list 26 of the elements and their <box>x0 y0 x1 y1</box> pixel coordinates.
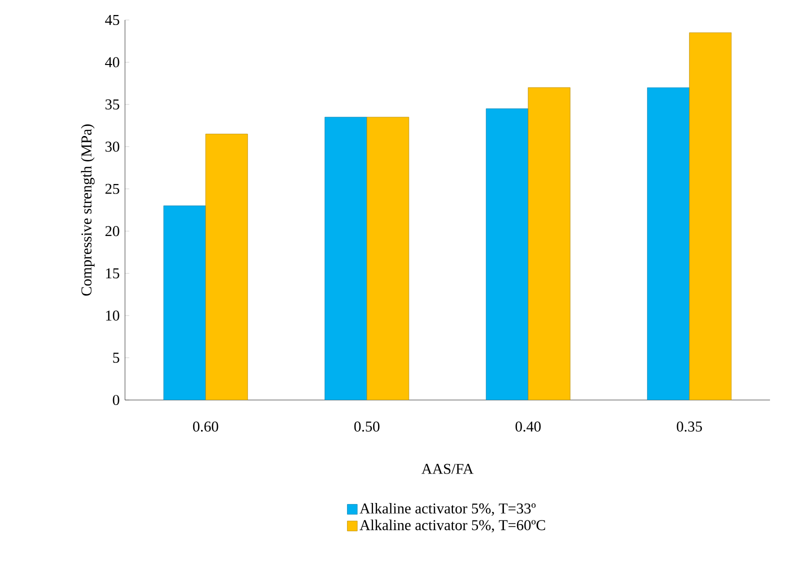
legend-label: Alkaline activator 5%, T=33º <box>360 503 536 516</box>
x-tick-label: 0.50 <box>354 421 380 432</box>
y-axis-title: Compressive strength (MPa) <box>80 124 95 296</box>
y-tick-label: 15 <box>106 268 120 278</box>
y-tick-label: 30 <box>106 142 120 152</box>
y-tick-label: 0 <box>112 394 120 406</box>
bar <box>163 206 206 400</box>
y-tick-label: 10 <box>106 310 120 321</box>
y-tick-label: 25 <box>105 184 120 194</box>
bar <box>205 134 248 400</box>
y-tick-label: 20 <box>105 226 120 236</box>
y-tick-label: 5 <box>113 352 120 363</box>
bar <box>647 87 690 400</box>
legend-label: Alkaline activator 5%, T=60ºC <box>360 520 546 532</box>
bar <box>486 108 528 400</box>
x-tick-label: 0.35 <box>676 421 702 432</box>
y-tick-label: 45 <box>105 15 120 26</box>
x-tick-label: 0.40 <box>516 421 541 432</box>
x-axis-title: AAS/FA <box>422 464 474 474</box>
y-tick-label: 40 <box>105 57 120 68</box>
bar <box>528 87 570 400</box>
bar <box>324 116 368 400</box>
bar <box>366 116 410 400</box>
bar <box>689 32 732 400</box>
x-tick-label: 0.60 <box>193 421 218 432</box>
y-tick-label: 35 <box>106 99 120 110</box>
